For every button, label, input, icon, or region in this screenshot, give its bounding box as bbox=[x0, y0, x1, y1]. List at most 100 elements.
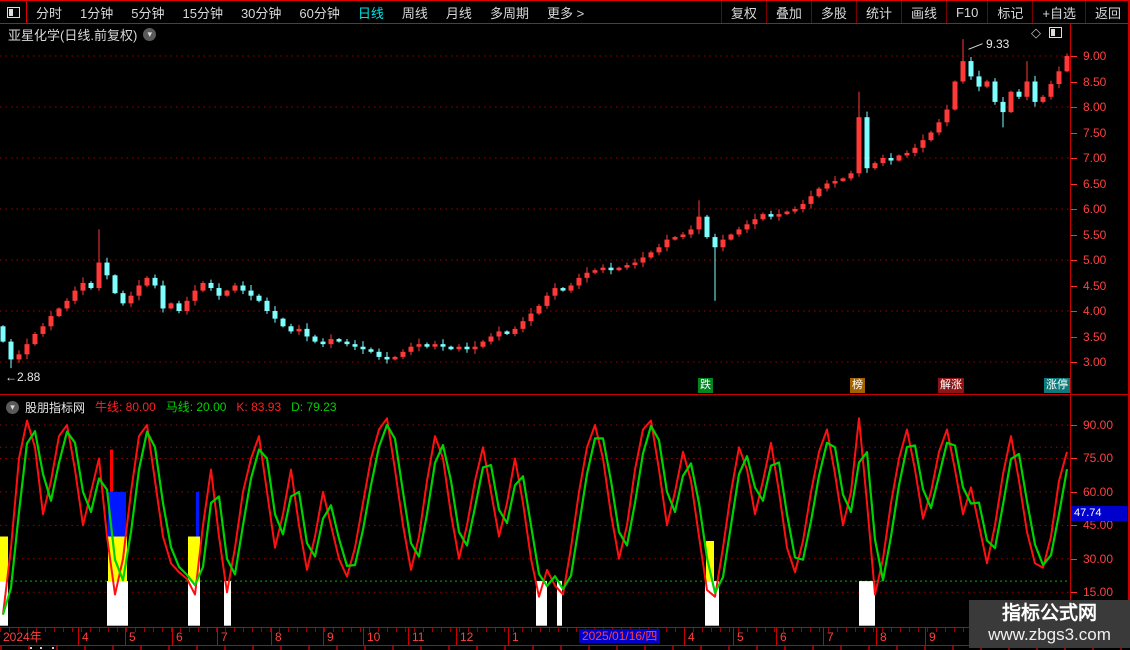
split-window-button[interactable] bbox=[0, 1, 27, 23]
month-separator bbox=[508, 628, 509, 646]
month-separator bbox=[217, 628, 218, 646]
indicator-field: K: 83.93 bbox=[236, 400, 282, 414]
menu-item[interactable]: 复权 bbox=[720, 1, 766, 23]
diamond-icon[interactable]: ◇ bbox=[1031, 25, 1041, 40]
menu-item[interactable]: 多周期 bbox=[489, 5, 529, 21]
axis-tick bbox=[1071, 158, 1077, 159]
indicator-axis-label: 45.00 bbox=[1083, 518, 1114, 533]
date-axis-label: 11 bbox=[412, 630, 425, 644]
date-axis-label: 4 bbox=[688, 630, 695, 644]
menu-item[interactable]: 多股 bbox=[810, 1, 856, 23]
left-menu: 分时 1分钟 5分钟 15分钟 30分钟 60分钟 日线 周线 月线 多周期 更多 > bbox=[27, 3, 593, 22]
date-axis-top-border bbox=[0, 627, 1130, 628]
menu-item[interactable]: 30分钟 bbox=[240, 5, 282, 21]
axis-tick bbox=[1071, 362, 1077, 363]
menu-item[interactable]: 画线 bbox=[900, 1, 946, 23]
date-axis-label: 5 bbox=[737, 630, 744, 644]
axis-tick bbox=[1071, 458, 1077, 460]
menu-item[interactable]: 15分钟 bbox=[182, 5, 223, 21]
date-axis-label: 1 bbox=[512, 630, 519, 644]
month-separator bbox=[271, 628, 272, 646]
date-axis-label: 9 bbox=[327, 630, 334, 644]
date-axis-label: 10 bbox=[367, 630, 381, 644]
indicator-header: ▾ 股朋指标网 牛线: 80.00 马线: 20.00 K: 83.93 D: 79.… bbox=[0, 398, 337, 416]
indicator-collapse-icon[interactable]: ▾ bbox=[6, 400, 19, 414]
price-axis-label: 3.00 bbox=[1083, 355, 1107, 369]
menu-item[interactable]: 5分钟 bbox=[131, 5, 165, 21]
menu-item[interactable]: +自选 bbox=[1032, 1, 1085, 23]
menu-item[interactable]: F10 bbox=[945, 1, 987, 23]
indicator-axis-label: 30.00 bbox=[1083, 551, 1114, 566]
event-badge: 涨停 bbox=[1044, 378, 1070, 393]
axis-tick bbox=[1071, 592, 1077, 594]
month-separator bbox=[823, 628, 824, 646]
menu-item[interactable]: 周线 bbox=[401, 5, 428, 21]
menu-item[interactable]: 更多 > bbox=[546, 5, 585, 21]
axis-tick bbox=[1071, 81, 1077, 83]
price-axis-label: 5.00 bbox=[1083, 253, 1107, 267]
date-axis-label: 7 bbox=[827, 630, 834, 644]
date-axis-label: 6 bbox=[176, 630, 183, 644]
menu-item[interactable]: 1分钟 bbox=[80, 5, 114, 21]
main-candlestick-chart[interactable] bbox=[0, 39, 1070, 396]
high-price-annotation: 9.33 bbox=[986, 37, 1010, 51]
stock-title[interactable]: 亚星化学(日线.前复权) bbox=[8, 28, 138, 43]
month-separator bbox=[456, 628, 457, 646]
price-axis-label: 8.00 bbox=[1083, 100, 1107, 114]
date-axis-label: 5 bbox=[129, 630, 136, 644]
date-axis[interactable]: 2024年 4 5 6 7 8 9 10 11 12 1 2025/01/16/四 4 5 6 7 8 9 bbox=[0, 628, 1130, 646]
watermark-url: www.zbgs3.com bbox=[988, 625, 1111, 644]
menu-item[interactable]: 日线 bbox=[357, 5, 384, 21]
axis-tick bbox=[1071, 234, 1077, 236]
indicator-axis-label: 90.00 bbox=[1083, 418, 1114, 432]
indicator-axis-label: 75.00 bbox=[1083, 451, 1114, 466]
axis-border-line bbox=[1070, 24, 1071, 646]
price-axis-label: 7.00 bbox=[1083, 151, 1107, 165]
menu-item[interactable]: 标记 bbox=[987, 1, 1032, 23]
date-axis-selected-date: 2025/01/16/四 bbox=[579, 629, 661, 643]
indicator-field: 马线: 20.00 bbox=[165, 400, 227, 414]
right-menu: 复权 叠加 多股 统计 画线 F10 标记 +自选 返回 bbox=[720, 1, 1130, 23]
month-separator bbox=[125, 628, 126, 646]
price-axis-label: 4.50 bbox=[1083, 278, 1107, 293]
menu-item[interactable]: 月线 bbox=[445, 5, 472, 21]
chart-title-row: 亚星化学(日线.前复权) ▾ ◇ bbox=[0, 25, 1070, 44]
indicator-name[interactable]: 股朋指标网 bbox=[25, 400, 86, 415]
month-separator bbox=[78, 628, 79, 646]
axis-tick bbox=[1071, 183, 1077, 185]
menu-item[interactable]: 返回 bbox=[1084, 1, 1130, 23]
month-separator bbox=[733, 628, 734, 646]
indicator-axis-label: 15.00 bbox=[1083, 585, 1114, 600]
low-price-annotation: ←2.88 bbox=[5, 370, 41, 384]
month-separator bbox=[876, 628, 877, 646]
top-menu-bar: 分时 1分钟 5分钟 15分钟 30分钟 60分钟 日线 周线 月线 多周期 更多 > 复权 叠加 多股… bbox=[0, 0, 1130, 24]
corner-icons: ◇ bbox=[1031, 26, 1062, 39]
date-axis-label: 4 bbox=[82, 630, 89, 644]
date-ticks bbox=[0, 628, 1070, 632]
chevron-down-icon[interactable]: ▾ bbox=[143, 28, 157, 41]
menu-item[interactable]: 60分钟 bbox=[299, 5, 340, 21]
date-axis-label: 9 bbox=[929, 630, 936, 644]
panel-split-icon[interactable] bbox=[1049, 27, 1062, 38]
axis-tick bbox=[1071, 132, 1077, 134]
axis-tick bbox=[1071, 336, 1077, 338]
menu-item[interactable]: 叠加 bbox=[765, 1, 811, 23]
price-axis-label: 7.50 bbox=[1083, 125, 1107, 140]
menu-item[interactable]: 统计 bbox=[855, 1, 901, 23]
menu-item[interactable]: 分时 bbox=[36, 5, 63, 21]
panel-separator bbox=[0, 394, 1130, 395]
month-separator bbox=[408, 628, 409, 646]
indicator-chart[interactable] bbox=[0, 396, 1070, 628]
axis-tick bbox=[1071, 56, 1077, 57]
date-axis-label: 12 bbox=[460, 630, 474, 644]
price-axis-label: 6.50 bbox=[1083, 176, 1107, 191]
date-axis-label: 6 bbox=[780, 630, 787, 644]
axis-tick bbox=[1071, 260, 1077, 261]
indicator-last-value-badge: 47.74 bbox=[1071, 506, 1127, 522]
window-right-border bbox=[1128, 0, 1130, 650]
month-separator bbox=[925, 628, 926, 646]
indicator-field: D: 79.23 bbox=[291, 400, 337, 414]
axis-tick bbox=[1071, 107, 1077, 108]
event-badge: 跌 bbox=[698, 378, 713, 393]
